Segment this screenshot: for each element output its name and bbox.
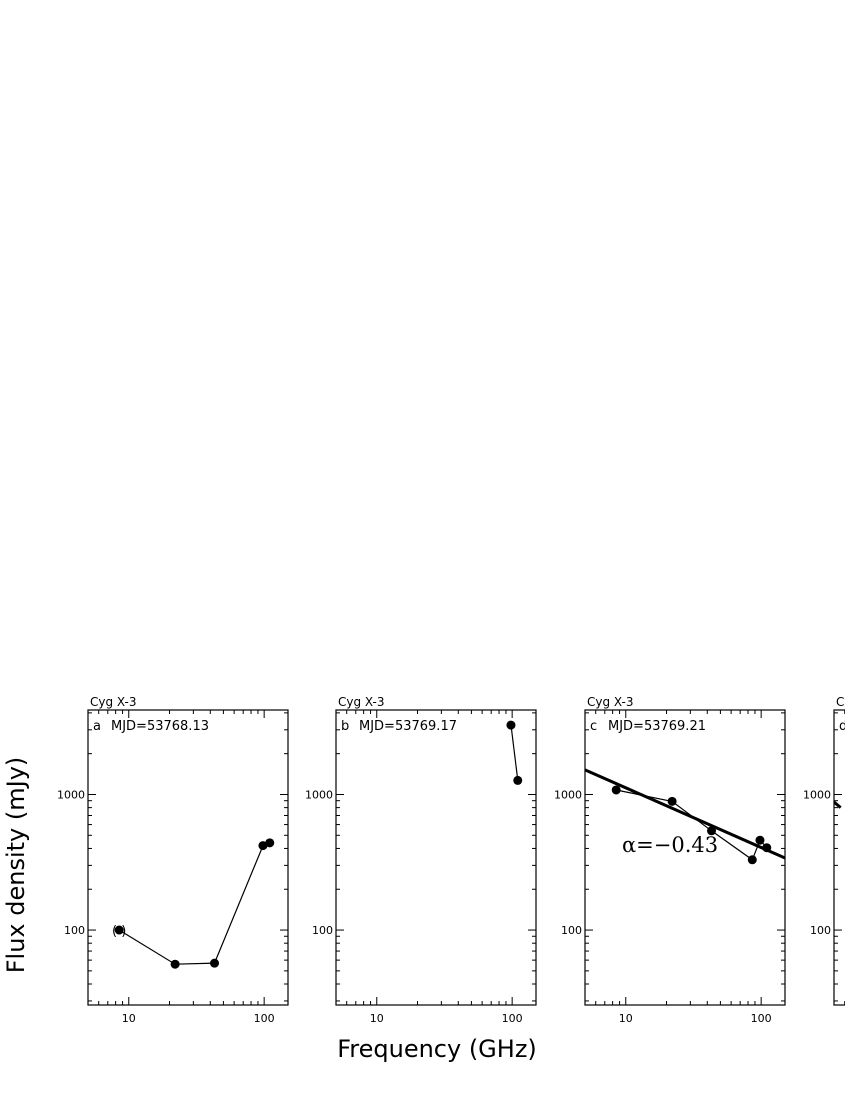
x-tick-label: 100 [502, 1012, 523, 1025]
y-tick-label: 100 [312, 924, 333, 937]
plot-frame [833, 709, 845, 1006]
power-law-fit-line [585, 768, 785, 860]
y-tick-label: 100 [64, 924, 85, 937]
x-tick-label: 10 [619, 1012, 633, 1025]
plot-area [506, 720, 523, 785]
panel-c: 10 100 100 1000 Cyg X-3 c MJD=53769.21 α=−0.43 [554, 695, 786, 1025]
y-tick-label: 1000 [554, 788, 582, 801]
data-point [258, 841, 268, 851]
panel-letter: a [93, 719, 101, 734]
y-tick-label: 100 [810, 924, 831, 937]
plot-area: ( ) [112, 838, 275, 969]
data-point [755, 835, 765, 845]
panel-title: Cyg X-3 [587, 695, 634, 709]
spectral-index-annotation: α=−0.43 [622, 833, 718, 857]
data-point [667, 796, 677, 806]
data-point [762, 843, 772, 853]
x-tick-label: 100 [751, 1012, 772, 1025]
x-tick-label: 10 [122, 1012, 136, 1025]
y-tick-label: 1000 [57, 788, 85, 801]
data-point [611, 785, 621, 795]
data-point [210, 958, 220, 968]
panels-group: 10 100 100 1000 Cyg X-3 a MJD=53768.13 ( ) 10 100… [57, 695, 845, 1025]
data-point [707, 826, 717, 836]
panel-title: C [836, 695, 844, 709]
data-point [747, 855, 757, 865]
panel-mjd: MJD=53769.17 [359, 719, 457, 734]
x-tick-label: 10 [370, 1012, 384, 1025]
y-axis-title: Flux density (mJy) [2, 757, 30, 974]
power-law-fit-line [834, 800, 842, 809]
y-tick-label: 100 [561, 924, 582, 937]
x-axis-title: Frequency (GHz) [337, 1035, 537, 1063]
panel-a: 10 100 100 1000 Cyg X-3 a MJD=53768.13 ( ) [57, 695, 289, 1025]
plot-frame [335, 709, 537, 1006]
y-tick-label: 1000 [803, 788, 831, 801]
data-point [506, 720, 516, 730]
panel-mjd: MJD=53769.21 [608, 719, 706, 734]
series-line [510, 725, 519, 781]
panel-d: 101001001000Cd [803, 695, 845, 1006]
data-point [170, 959, 180, 969]
panel-letter: b [341, 719, 349, 734]
data-point [114, 925, 124, 935]
panel-letter: d [839, 719, 845, 734]
panel-b: 10 100 100 1000 Cyg X-3 b MJD=53769.17 [305, 695, 537, 1025]
plot-frame [87, 709, 289, 1006]
data-point [265, 838, 275, 848]
plot-area [585, 768, 785, 865]
panel-title: Cyg X-3 [338, 695, 385, 709]
x-tick-label: 100 [254, 1012, 275, 1025]
plot-area [834, 800, 842, 809]
panel-title: Cyg X-3 [90, 695, 137, 709]
data-point [513, 775, 523, 785]
series-line [118, 842, 271, 965]
panel-mjd: MJD=53768.13 [111, 719, 209, 734]
y-tick-label: 1000 [305, 788, 333, 801]
panel-letter: c [590, 719, 597, 734]
